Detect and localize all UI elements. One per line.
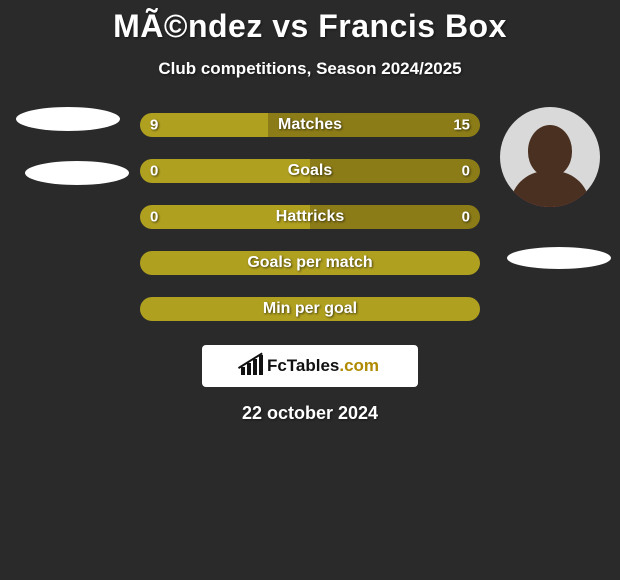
player-right-club-placeholder [507,247,611,269]
date-label: 22 october 2024 [0,403,620,424]
stat-right-value: 0 [462,209,470,226]
stat-right-value: 0 [462,163,470,180]
stat-row: Min per goal [140,297,480,321]
fctables-logo[interactable]: FcTables.com [202,345,418,387]
bar-left-segment [140,159,310,183]
logo-text: FcTables.com [267,356,379,376]
bar-left-segment [140,113,268,137]
subtitle: Club competitions, Season 2024/2025 [0,59,620,79]
stat-row: 0 0 Hattricks [140,205,480,229]
stat-label: Goals [288,162,332,180]
main-area: 9 15 Matches 0 0 Goals 0 0 Hattricks Goals per ma… [0,113,620,424]
player-left-column [8,107,128,215]
stat-label: Hattricks [276,208,344,226]
stat-row: 9 15 Matches [140,113,480,137]
stat-left-value: 9 [150,117,158,134]
page-title: MÃ©ndez vs Francis Box [0,8,620,45]
comparison-widget: MÃ©ndez vs Francis Box Club competitions… [0,0,620,424]
stat-label: Min per goal [263,300,357,318]
stat-left-value: 0 [150,163,158,180]
stat-row: 0 0 Goals [140,159,480,183]
stat-left-value: 0 [150,209,158,226]
stat-label: Matches [278,116,342,134]
stat-label: Goals per match [247,254,372,272]
stat-right-value: 15 [453,117,470,134]
player-right-avatar [500,107,600,207]
player-left-club-placeholder [25,161,129,185]
player-right-column [490,107,610,269]
chart-icon [241,357,263,375]
bar-right-segment [310,159,480,183]
player-left-avatar-placeholder [16,107,120,131]
stat-row: Goals per match [140,251,480,275]
stat-bars: 9 15 Matches 0 0 Goals 0 0 Hattricks Goals per ma… [140,113,480,321]
